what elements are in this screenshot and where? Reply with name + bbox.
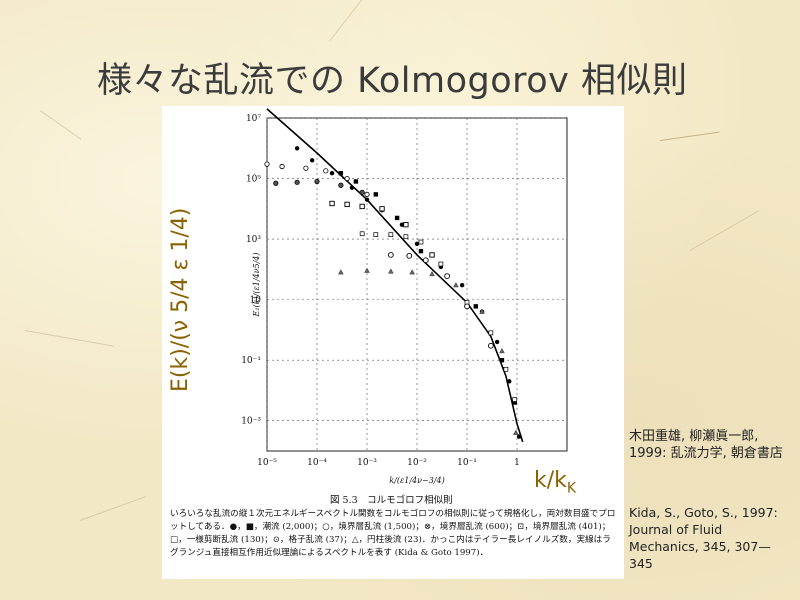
data-point-dotted-square — [379, 206, 385, 212]
data-point-triangle — [364, 267, 370, 273]
data-point-triangle — [513, 429, 519, 435]
data-point-open-circle — [344, 175, 350, 182]
inner-y-axis-label: E₁(k)/(ε1/4ν5/4) — [252, 253, 261, 318]
y-tick-label: 10³ — [246, 235, 261, 245]
x-axis-label-main: k/k — [534, 468, 567, 493]
data-point-filled-square — [473, 304, 479, 309]
data-point-dotted-square — [359, 203, 365, 210]
data-point-open-square — [512, 397, 518, 402]
y-tick-label: 10 — [250, 296, 262, 306]
paper-fiber — [79, 496, 146, 521]
data-point-open-square — [359, 231, 365, 237]
paper-fiber — [659, 131, 720, 141]
y-tick-label: 10⁻¹ — [241, 356, 261, 366]
data-point-open-circle — [364, 191, 370, 197]
x-axis-label-sub: K — [566, 480, 577, 497]
data-point-dotted-square — [329, 200, 335, 207]
y-tick-label: 10⁻³ — [241, 417, 261, 427]
data-point-crossed-circle — [273, 180, 279, 186]
data-point-filled-square — [338, 171, 344, 176]
data-point-open-circle — [323, 168, 329, 174]
data-point-filled-circle — [294, 146, 300, 151]
data-point-filled-circle — [507, 379, 512, 384]
data-point-triangle — [338, 269, 344, 275]
data-point-dotted-circle — [464, 303, 470, 310]
data-point-open-circle — [279, 163, 285, 170]
data-point-crossed-circle — [294, 179, 300, 185]
data-point-crossed-circle — [338, 182, 344, 188]
data-point-dotted-circle — [488, 342, 494, 349]
data-point-filled-circle — [364, 197, 370, 202]
data-point-open-circle — [303, 165, 309, 171]
data-point-filled-circle — [329, 171, 335, 176]
citation-english: Kida, S., Goto, S., 1997: Journal of Flu… — [629, 505, 778, 571]
data-point-filled-square — [418, 248, 424, 254]
data-point-filled-square — [353, 179, 359, 184]
figure-caption-body: いろいろな乱流の縦１次元エネルギースペクトル関数をコルモゴロフの相似則に従って規… — [170, 509, 616, 558]
paper-fiber — [24, 330, 114, 347]
data-point-triangle — [409, 269, 415, 275]
data-point-triangle — [453, 282, 459, 288]
data-point-crossed-circle — [359, 189, 365, 195]
figure-image: 10⁻⁵ 10⁻⁴ 10⁻³ 10⁻² 10⁻¹ 1 10⁷ 10⁵ 10³ 10 10⁻¹ 10⁻³… — [162, 106, 624, 579]
data-point-dotted-circle — [388, 252, 394, 258]
x-tick-label: 10⁻⁵ — [257, 458, 277, 468]
y-axis-label: E(k)/(ν 5/4 ε 1/4) — [168, 207, 193, 392]
data-point-open-circle — [264, 161, 270, 167]
data-point-open-square — [418, 239, 424, 245]
paper-fiber — [39, 110, 82, 140]
data-point-dotted-circle — [444, 273, 450, 279]
data-point-filled-square — [373, 192, 379, 197]
data-point-dotted-square — [344, 201, 350, 208]
data-point-dotted-square — [403, 221, 409, 228]
data-point-filled-circle — [399, 222, 405, 227]
x-tick-label: 1 — [514, 458, 520, 468]
data-point-open-square — [373, 232, 379, 238]
paper-fiber — [329, 0, 368, 41]
data-point-open-square — [388, 232, 394, 238]
x-tick-label: 10⁻² — [407, 458, 427, 468]
y-tick-label: 10⁷ — [246, 114, 261, 124]
inner-x-axis-label: k/(ε1/4ν−3/4) — [389, 476, 444, 485]
data-point-dotted-circle — [422, 257, 429, 264]
data-point-filled-circle — [494, 339, 500, 345]
data-point-dotted-square — [429, 252, 435, 258]
data-point-open-square — [403, 234, 409, 240]
data-point-open-square — [438, 261, 444, 267]
paper-fiber — [689, 210, 760, 251]
data-point-filled-circle — [459, 282, 465, 288]
data-point-triangle — [479, 308, 485, 314]
data-point-filled-circle — [309, 158, 315, 163]
slide-title: 様々な乱流での Kolmogorov 相似則 — [97, 61, 688, 101]
x-tick-label: 10⁻¹ — [457, 458, 477, 468]
data-point-dotted-circle — [406, 252, 413, 259]
data-point-filled-square — [394, 215, 400, 221]
data-point-crossed-circle — [314, 178, 320, 185]
data-point-open-square — [503, 366, 509, 372]
x-axis-label: k/kK — [534, 468, 576, 496]
x-tick-label: 10⁻⁴ — [307, 458, 327, 468]
data-point-triangle — [499, 347, 505, 354]
data-point-filled-circle — [349, 185, 355, 190]
data-point-triangle — [429, 270, 435, 277]
data-point-filled-circle — [414, 241, 420, 246]
data-point-filled-square — [499, 357, 505, 363]
spectrum-chart: 10⁻⁵ 10⁻⁴ 10⁻³ 10⁻² 10⁻¹ 1 10⁷ 10⁵ 10³ 10 10⁻¹ 10⁻³… — [241, 108, 568, 485]
figure-caption-title: 図 5.3 コルモゴロフ相似則 — [330, 495, 453, 506]
data-point-filled-square — [512, 400, 517, 405]
citation-japanese: 木田重雄, 柳瀬眞一郎, 1999: 乱流力学, 朝倉書店 — [629, 429, 783, 461]
data-point-triangle — [388, 268, 394, 274]
data-point-filled-circle — [516, 434, 522, 439]
y-tick-label: 10⁵ — [246, 175, 261, 185]
theory-curve — [266, 108, 524, 443]
x-tick-label: 10⁻³ — [357, 458, 377, 468]
data-point-open-square — [488, 330, 494, 336]
